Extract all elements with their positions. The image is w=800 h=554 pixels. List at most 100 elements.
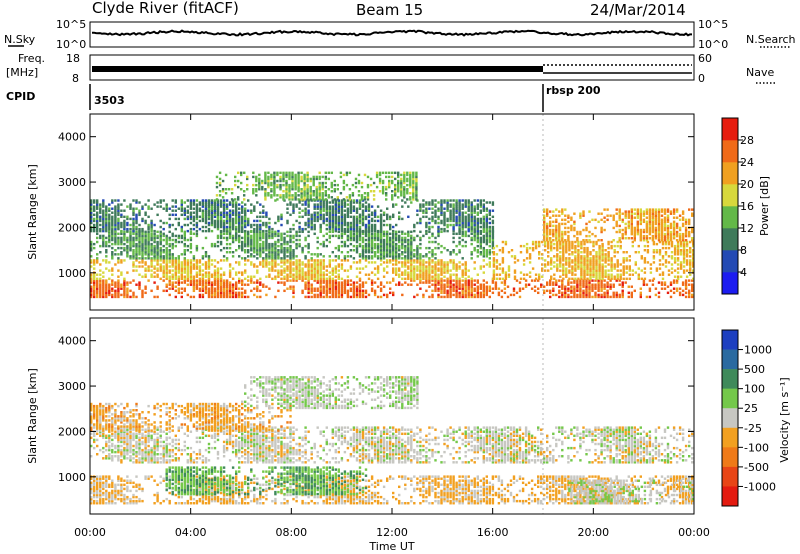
data-cell — [437, 242, 440, 246]
data-cell — [367, 255, 371, 258]
data-cell — [207, 257, 211, 260]
data-cell — [455, 295, 458, 299]
data-cell — [207, 229, 211, 233]
data-cell — [419, 259, 422, 262]
data-cell — [379, 219, 383, 223]
data-cell — [132, 225, 135, 229]
data-cell — [592, 261, 595, 264]
data-cell — [201, 295, 205, 299]
data-cell — [241, 281, 244, 284]
data-cell — [274, 259, 277, 262]
data-cell — [156, 249, 159, 252]
data-cell — [132, 257, 135, 260]
data-cell — [264, 173, 267, 177]
data-cell — [301, 249, 304, 252]
data-cell — [90, 199, 93, 202]
data-cell — [165, 251, 168, 254]
data-cell — [431, 275, 434, 278]
data-cell — [434, 289, 437, 293]
data-cell — [340, 251, 344, 254]
data-cell — [340, 225, 344, 229]
data-cell — [618, 279, 621, 282]
data-cell — [114, 242, 117, 246]
data-cell — [265, 229, 268, 233]
data-cell — [419, 271, 422, 274]
data-cell — [601, 271, 604, 274]
data-cell — [501, 249, 505, 252]
data-cell — [485, 251, 488, 254]
data-cell — [105, 217, 108, 221]
data-cell — [303, 183, 306, 187]
data-cell — [304, 244, 307, 248]
data-cell — [343, 201, 347, 204]
data-cell — [189, 230, 193, 234]
data-cell — [150, 238, 153, 242]
data-cell — [231, 238, 235, 242]
data-cell — [573, 289, 576, 293]
data-cell — [198, 277, 202, 281]
data-cell — [262, 215, 265, 219]
data-cell — [271, 269, 274, 272]
data-cell — [298, 277, 301, 281]
data-cell — [565, 242, 568, 246]
data-cell — [337, 263, 340, 266]
data-cell — [494, 287, 498, 290]
data-cell — [228, 269, 232, 272]
data-cell — [298, 271, 301, 274]
data-cell — [648, 295, 652, 299]
data-cell — [346, 225, 350, 229]
data-cell — [315, 175, 318, 179]
data-cell — [476, 238, 479, 242]
data-cell — [307, 219, 310, 223]
data-cell — [470, 287, 473, 290]
data-cell — [467, 205, 470, 208]
data-cell — [498, 263, 502, 266]
data-cell — [96, 287, 99, 290]
data-cell — [216, 215, 220, 219]
data-cell — [93, 199, 96, 202]
data-cell — [186, 211, 189, 214]
data-cell — [343, 215, 347, 219]
data-cell — [177, 263, 180, 266]
data-cell — [422, 215, 425, 219]
data-cell — [604, 259, 607, 262]
data-cell — [440, 199, 443, 202]
data-cell — [331, 295, 334, 299]
data-cell — [123, 234, 126, 238]
data-cell — [108, 227, 111, 231]
data-cell — [331, 277, 334, 281]
data-cell — [571, 267, 574, 270]
data-cell — [555, 279, 558, 282]
data-cell — [373, 213, 377, 217]
data-cell — [482, 291, 485, 295]
data-cell — [144, 261, 147, 264]
data-cell — [531, 267, 535, 270]
data-cell — [458, 261, 461, 264]
data-cell — [147, 207, 150, 210]
data-cell — [386, 295, 389, 299]
data-cell — [224, 188, 228, 191]
data-cell — [322, 219, 325, 223]
data-cell — [550, 244, 553, 248]
data-cell — [467, 291, 470, 295]
data-cell — [274, 265, 277, 268]
data-cell — [366, 194, 370, 197]
data-cell — [422, 267, 425, 270]
data-cell — [586, 246, 589, 250]
data-cell — [562, 249, 565, 252]
data-cell — [286, 259, 289, 262]
data-cell — [654, 293, 658, 297]
data-cell — [138, 281, 141, 284]
data-cell — [111, 287, 114, 290]
data-cell — [307, 295, 310, 299]
data-cell — [313, 227, 316, 231]
data-cell — [473, 229, 476, 233]
data-cell — [597, 281, 600, 284]
data-cell — [238, 271, 241, 274]
data-cell — [568, 246, 571, 250]
data-cell — [231, 227, 235, 231]
data-cell — [153, 253, 156, 256]
data-cell — [401, 293, 404, 297]
data-cell — [425, 225, 428, 229]
data-cell — [306, 171, 309, 175]
